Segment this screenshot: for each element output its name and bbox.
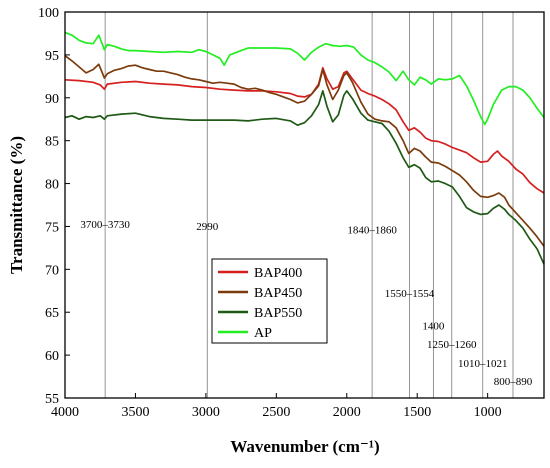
- band-label-7: 800–890: [494, 376, 533, 388]
- band-label-4: 1400: [422, 320, 445, 332]
- series-lines: [64, 31, 545, 265]
- x-tick-label: 3500: [121, 405, 149, 420]
- series-line-bap550: [64, 90, 545, 265]
- x-axis-title: Wavenumber (cm⁻¹): [230, 437, 379, 456]
- x-tick-label: 1000: [474, 405, 502, 420]
- legend-label-bap550: BAP550: [254, 306, 302, 321]
- x-tick-label: 2000: [333, 405, 361, 420]
- y-tick-label: 75: [45, 220, 59, 235]
- band-label-3: 1550–1554: [385, 288, 435, 300]
- y-tick-label: 100: [38, 6, 59, 21]
- legend-label-ap: AP: [254, 326, 272, 341]
- y-tick-label: 85: [45, 135, 59, 150]
- series-line-bap400: [64, 66, 545, 194]
- x-tick-label: 3000: [192, 405, 220, 420]
- band-label-1: 2990: [196, 221, 219, 233]
- x-tick-label: 1500: [403, 405, 431, 420]
- series-line-bap450: [64, 55, 545, 247]
- reference-lines: [104, 12, 514, 398]
- plot-frame: [64, 11, 545, 399]
- legend-label-bap450: BAP450: [254, 286, 302, 301]
- y-tick-label: 55: [45, 392, 59, 407]
- x-tick-label: 2500: [262, 405, 290, 420]
- y-tick-label: 90: [45, 92, 59, 107]
- x-axis: 4000 3500 3000 2500 2000 1500 1000: [51, 393, 502, 420]
- y-tick-label: 60: [45, 349, 59, 364]
- y-tick-label: 95: [45, 49, 59, 64]
- legend-label-bap400: BAP400: [254, 266, 302, 281]
- y-tick-label: 65: [45, 306, 59, 321]
- band-label-5: 1250–1260: [427, 339, 477, 351]
- legend: BAP400 BAP450 BAP550 AP: [211, 258, 328, 344]
- y-axis-title: Transmittance (%): [7, 136, 26, 274]
- y-tick-label: 80: [45, 178, 59, 193]
- y-tick-label: 70: [45, 263, 59, 278]
- band-annotations: 3700–3730 2990 1840–1860 1550–1554 1400 1250–…: [80, 219, 532, 388]
- y-axis: 55 60 65 70 75 80 85 90 95 100: [38, 6, 70, 407]
- band-label-0: 3700–3730: [80, 219, 130, 231]
- x-tick-label: 4000: [51, 405, 79, 420]
- series-line-ap: [64, 31, 545, 126]
- band-label-2: 1840–1860: [347, 224, 397, 236]
- band-label-6: 1010–1021: [458, 358, 508, 370]
